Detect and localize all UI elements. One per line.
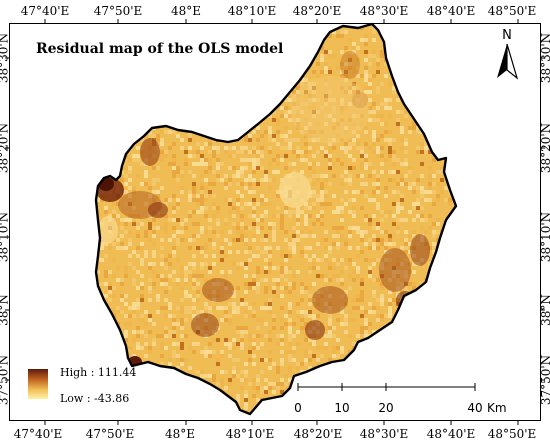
- bottom-tick-label: 48°40'E: [427, 427, 476, 441]
- right-tick-label: 38°N: [539, 294, 550, 326]
- top-tick-label: 48°40'E: [427, 4, 476, 18]
- top-tick-label: 48°20'E: [293, 4, 342, 18]
- bottom-tick-label: 47°50'E: [86, 427, 135, 441]
- top-tick-label: 47°40'E: [21, 4, 70, 18]
- north-arrow-icon: N: [497, 28, 519, 80]
- hotspot: [379, 248, 411, 292]
- bottom-tick-label: 48°10'E: [226, 427, 275, 441]
- bottom-tick-label: 47°40'E: [14, 427, 63, 441]
- right-tick-label: 38°30'N: [539, 33, 550, 83]
- light-patch: [98, 216, 118, 244]
- left-tick-label: 38°30'N: [0, 33, 11, 83]
- legend: High : 111.44 Low : -43.86: [28, 366, 136, 405]
- hotspot: [202, 278, 234, 302]
- hotspot: [140, 138, 160, 166]
- right-tick-label: 38°10'N: [539, 212, 550, 262]
- light-patch: [290, 76, 370, 144]
- scale-tick-label: 0: [294, 401, 302, 415]
- top-tick-label: 48°10'E: [228, 4, 277, 18]
- hotspot: [148, 202, 168, 218]
- hotspot: [312, 286, 348, 314]
- light-patch: [279, 172, 311, 208]
- left-tick-label: 38°10'N: [0, 212, 11, 262]
- left-latitude-labels: 38°30'N 38°20'N 38°10'N 38°N 37°50'N: [0, 33, 11, 405]
- frame-tick-marks: [5, 19, 545, 425]
- top-tick-label: 47°50'E: [94, 4, 143, 18]
- scale-unit-label: Km: [487, 401, 507, 415]
- top-tick-label: 48°E: [171, 4, 201, 18]
- scale-bar: 0 10 20 40 Km: [294, 383, 507, 415]
- hotspot: [340, 51, 360, 79]
- bottom-tick-label: 48°E: [165, 427, 195, 441]
- hotspot: [410, 234, 430, 266]
- map-title: Residual map of the OLS model: [36, 41, 283, 57]
- bottom-tick-label: 48°20'E: [294, 427, 343, 441]
- left-tick-label: 38°20'N: [0, 123, 11, 173]
- right-latitude-labels: 38°30'N 38°20'N 38°10'N 38°N 37°50'N: [539, 33, 550, 405]
- legend-high-label: High : 111.44: [60, 366, 136, 379]
- top-tick-label: 48°30'E: [360, 4, 409, 18]
- hotspot-clusters: [96, 51, 430, 368]
- legend-low-label: Low : -43.86: [60, 392, 129, 405]
- scale-tick-label: 20: [378, 401, 393, 415]
- left-tick-label: 38°N: [0, 294, 11, 326]
- scale-tick-label: 40: [467, 401, 482, 415]
- bottom-tick-label: 48°50'E: [488, 427, 537, 441]
- top-tick-label: 48°50'E: [488, 4, 537, 18]
- left-tick-label: 37°50'N: [0, 355, 11, 405]
- north-label: N: [502, 28, 512, 43]
- hotspot: [305, 320, 325, 340]
- hotspot: [191, 313, 219, 337]
- right-tick-label: 37°50'N: [539, 355, 550, 405]
- legend-color-ramp: [28, 369, 48, 399]
- bottom-tick-label: 48°30'E: [360, 427, 409, 441]
- bottom-longitude-labels: 47°40'E 47°50'E 48°E 48°10'E 48°20'E 48°…: [14, 427, 537, 441]
- right-tick-label: 38°20'N: [539, 123, 550, 173]
- scale-tick-label: 10: [334, 401, 349, 415]
- top-longitude-labels: 47°40'E 47°50'E 48°E 48°10'E 48°20'E 48°…: [21, 4, 537, 18]
